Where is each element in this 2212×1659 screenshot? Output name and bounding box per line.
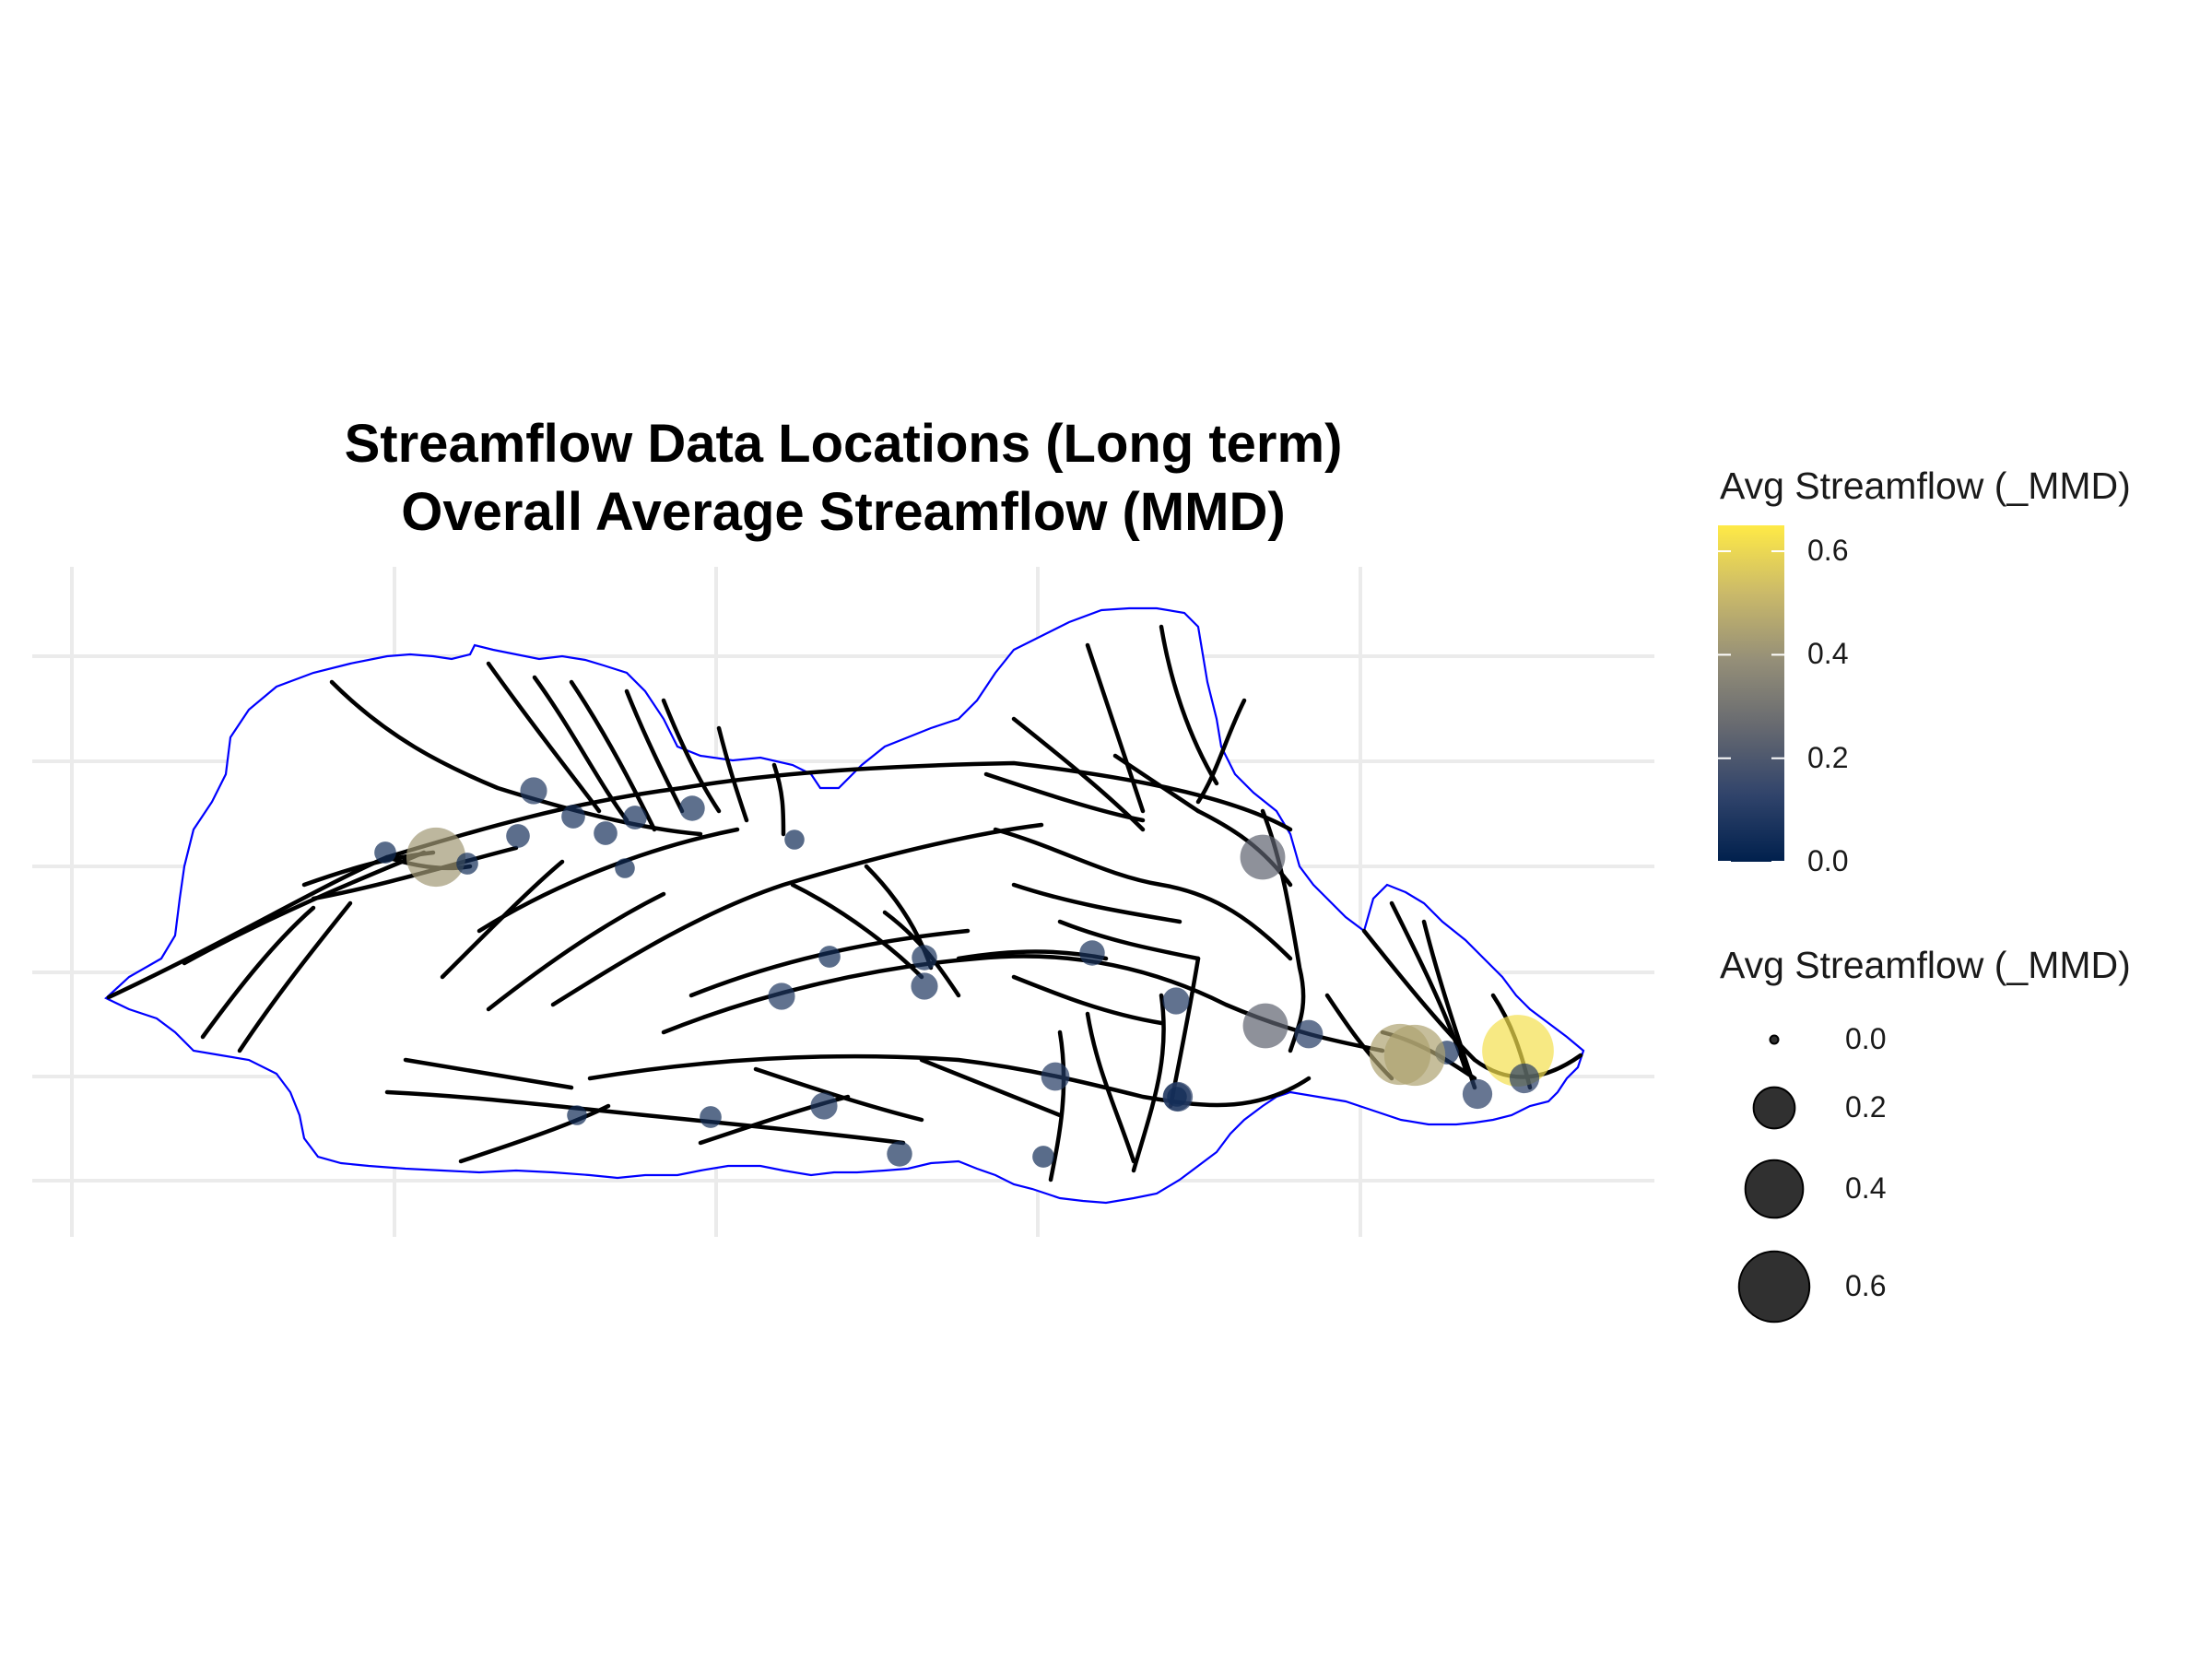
station-marker bbox=[1482, 1015, 1554, 1087]
stream-line bbox=[458, 1103, 611, 1164]
stream-line bbox=[716, 725, 749, 823]
station-marker bbox=[887, 1141, 912, 1167]
stream-line bbox=[1048, 1030, 1066, 1182]
stream-line bbox=[753, 1066, 924, 1123]
title-line-1: Streamflow Data Locations (Long term) bbox=[344, 414, 1343, 474]
station-marker bbox=[623, 806, 647, 830]
station-markers bbox=[374, 777, 1554, 1168]
station-marker bbox=[1462, 1078, 1493, 1110]
colorbar-gradient bbox=[1718, 525, 1784, 862]
station-marker bbox=[1383, 1024, 1446, 1087]
stream-line bbox=[1389, 900, 1468, 1072]
station-marker bbox=[594, 821, 618, 845]
station-marker bbox=[818, 946, 841, 968]
stream-line bbox=[1011, 882, 1182, 924]
stream-line bbox=[200, 905, 316, 1040]
station-marker bbox=[615, 858, 635, 878]
color-legend bbox=[1718, 525, 1784, 863]
watershed-boundary bbox=[104, 606, 1585, 1205]
size-legend-key bbox=[1744, 1159, 1805, 1219]
station-marker bbox=[1242, 1003, 1288, 1049]
size-legend-title: Avg Streamflow (_MMD) bbox=[1720, 944, 2131, 986]
stream-line bbox=[771, 762, 786, 837]
station-marker bbox=[374, 841, 396, 864]
station-marker bbox=[1240, 834, 1286, 880]
station-marker bbox=[1509, 1063, 1540, 1094]
stream-line bbox=[1011, 974, 1164, 1026]
stream-line bbox=[486, 661, 602, 814]
stream-line bbox=[237, 900, 353, 1053]
stream-line bbox=[1085, 642, 1146, 814]
station-marker bbox=[456, 853, 478, 875]
size-legend-label: 0.2 bbox=[1845, 1090, 1887, 1124]
station-marker bbox=[700, 1106, 722, 1128]
stream-line bbox=[532, 675, 629, 823]
stream-line bbox=[587, 1053, 1312, 1108]
stream-line bbox=[1195, 698, 1247, 805]
station-marker bbox=[1032, 1146, 1054, 1168]
stream-line bbox=[790, 882, 924, 980]
size-legend bbox=[1737, 1034, 1811, 1324]
stream-line bbox=[486, 891, 666, 1012]
stream-line bbox=[569, 679, 657, 832]
stream-line bbox=[1085, 1011, 1136, 1164]
stream-line bbox=[384, 1089, 906, 1146]
station-marker bbox=[520, 777, 547, 805]
station-marker bbox=[567, 1105, 587, 1125]
size-legend-label: 0.4 bbox=[1845, 1171, 1887, 1205]
stream-line bbox=[919, 1057, 1063, 1118]
station-marker bbox=[810, 1092, 838, 1120]
stream-line bbox=[1057, 919, 1201, 961]
stream-line bbox=[550, 822, 1044, 1007]
stream-line bbox=[1421, 919, 1477, 1090]
stream-line bbox=[624, 688, 685, 814]
station-marker bbox=[912, 945, 937, 971]
stream-line bbox=[1361, 928, 1583, 1079]
stream-line bbox=[403, 1057, 574, 1090]
stream-line bbox=[329, 679, 703, 837]
station-marker bbox=[784, 830, 805, 850]
stream-line bbox=[477, 827, 740, 934]
stream-line bbox=[440, 859, 565, 980]
station-marker bbox=[1162, 987, 1190, 1015]
station-marker bbox=[406, 827, 466, 888]
size-legend-label: 0.0 bbox=[1845, 1022, 1887, 1055]
station-marker bbox=[506, 824, 530, 848]
station-marker bbox=[1167, 1087, 1187, 1107]
colorbar-tick-label: 0.0 bbox=[1807, 844, 1849, 877]
colorbar-tick-label: 0.4 bbox=[1807, 637, 1849, 671]
stream-line bbox=[1159, 624, 1219, 786]
station-marker bbox=[679, 795, 705, 821]
size-legend-label: 0.6 bbox=[1845, 1269, 1887, 1302]
stream-line bbox=[1131, 993, 1166, 1173]
title-line-2: Overall Average Streamflow (MMD) bbox=[401, 482, 1286, 542]
station-marker bbox=[1079, 940, 1105, 966]
colorbar-tick-label: 0.6 bbox=[1807, 534, 1849, 568]
station-marker bbox=[911, 972, 938, 1000]
station-marker bbox=[561, 805, 585, 829]
stream-line bbox=[993, 827, 1293, 961]
color-legend-title: Avg Streamflow (_MMD) bbox=[1720, 465, 2131, 507]
size-legend-key bbox=[1769, 1034, 1780, 1045]
size-legend-key bbox=[1752, 1086, 1796, 1130]
station-marker bbox=[1294, 1019, 1324, 1049]
stream-line bbox=[1112, 753, 1201, 814]
station-marker bbox=[1041, 1062, 1070, 1091]
stream-line bbox=[661, 698, 722, 814]
stream-line bbox=[983, 771, 1146, 823]
stream-line bbox=[106, 760, 1293, 1000]
colorbar-tick-label: 0.2 bbox=[1807, 740, 1849, 774]
size-legend-key bbox=[1737, 1250, 1811, 1324]
station-marker bbox=[768, 982, 795, 1010]
